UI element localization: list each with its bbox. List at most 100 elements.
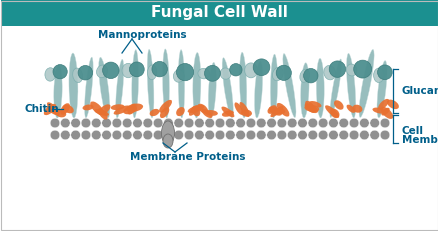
Circle shape bbox=[256, 118, 265, 128]
Ellipse shape bbox=[221, 106, 234, 117]
Ellipse shape bbox=[254, 61, 262, 118]
Ellipse shape bbox=[198, 68, 209, 79]
Circle shape bbox=[153, 130, 162, 140]
Ellipse shape bbox=[304, 103, 317, 113]
Circle shape bbox=[246, 130, 255, 140]
Circle shape bbox=[287, 118, 297, 128]
Circle shape bbox=[204, 65, 220, 81]
Ellipse shape bbox=[208, 62, 216, 118]
Ellipse shape bbox=[56, 110, 66, 117]
Ellipse shape bbox=[270, 106, 283, 117]
Circle shape bbox=[287, 130, 297, 140]
Circle shape bbox=[143, 118, 152, 128]
Ellipse shape bbox=[386, 100, 398, 109]
Ellipse shape bbox=[333, 100, 343, 110]
Ellipse shape bbox=[316, 58, 324, 118]
Ellipse shape bbox=[94, 109, 109, 116]
Ellipse shape bbox=[282, 54, 295, 118]
Circle shape bbox=[303, 68, 317, 83]
Ellipse shape bbox=[187, 105, 204, 113]
Ellipse shape bbox=[122, 63, 134, 78]
Text: Membrane: Membrane bbox=[401, 135, 438, 145]
Text: Mannoproteins: Mannoproteins bbox=[98, 30, 186, 40]
Ellipse shape bbox=[82, 104, 93, 110]
Ellipse shape bbox=[300, 63, 308, 118]
Circle shape bbox=[307, 118, 317, 128]
Ellipse shape bbox=[346, 64, 356, 76]
Circle shape bbox=[225, 118, 235, 128]
Circle shape bbox=[328, 61, 345, 77]
Circle shape bbox=[129, 62, 144, 77]
Ellipse shape bbox=[127, 104, 136, 115]
Circle shape bbox=[102, 62, 119, 79]
Circle shape bbox=[318, 118, 327, 128]
Text: Chitin: Chitin bbox=[25, 104, 60, 114]
Ellipse shape bbox=[147, 49, 154, 118]
Ellipse shape bbox=[53, 65, 62, 118]
Circle shape bbox=[328, 130, 337, 140]
Ellipse shape bbox=[192, 52, 201, 118]
Ellipse shape bbox=[269, 107, 285, 114]
Ellipse shape bbox=[99, 57, 110, 118]
Ellipse shape bbox=[381, 108, 389, 116]
Circle shape bbox=[349, 118, 358, 128]
Ellipse shape bbox=[176, 107, 184, 116]
Ellipse shape bbox=[371, 108, 385, 114]
Ellipse shape bbox=[149, 109, 159, 116]
Ellipse shape bbox=[358, 49, 373, 117]
Ellipse shape bbox=[69, 53, 78, 118]
Ellipse shape bbox=[47, 106, 58, 115]
Ellipse shape bbox=[191, 106, 200, 116]
Ellipse shape bbox=[234, 102, 243, 115]
Circle shape bbox=[184, 118, 194, 128]
Ellipse shape bbox=[162, 134, 173, 148]
Circle shape bbox=[152, 61, 167, 77]
Circle shape bbox=[194, 118, 204, 128]
Ellipse shape bbox=[178, 50, 184, 118]
Circle shape bbox=[102, 118, 111, 128]
Circle shape bbox=[184, 130, 194, 140]
Ellipse shape bbox=[113, 106, 130, 115]
Circle shape bbox=[266, 130, 276, 140]
Ellipse shape bbox=[159, 107, 169, 118]
Circle shape bbox=[349, 130, 358, 140]
Ellipse shape bbox=[63, 105, 74, 113]
Ellipse shape bbox=[267, 105, 276, 114]
Circle shape bbox=[60, 130, 70, 140]
Circle shape bbox=[369, 130, 378, 140]
Circle shape bbox=[112, 130, 121, 140]
Ellipse shape bbox=[239, 102, 249, 117]
Ellipse shape bbox=[240, 109, 251, 117]
Ellipse shape bbox=[299, 69, 309, 82]
Bar bbox=[1, 0, 437, 26]
Circle shape bbox=[215, 130, 224, 140]
Ellipse shape bbox=[98, 108, 107, 120]
Circle shape bbox=[112, 118, 121, 128]
Ellipse shape bbox=[276, 103, 289, 117]
Ellipse shape bbox=[188, 105, 198, 116]
Ellipse shape bbox=[329, 59, 341, 118]
Circle shape bbox=[53, 65, 67, 79]
Circle shape bbox=[60, 118, 70, 128]
Circle shape bbox=[81, 118, 91, 128]
Circle shape bbox=[338, 118, 348, 128]
Ellipse shape bbox=[110, 104, 124, 110]
Ellipse shape bbox=[96, 65, 107, 78]
Circle shape bbox=[163, 118, 173, 128]
Circle shape bbox=[369, 118, 378, 128]
Circle shape bbox=[297, 130, 307, 140]
Ellipse shape bbox=[159, 100, 172, 113]
Ellipse shape bbox=[161, 121, 174, 145]
Circle shape bbox=[81, 130, 91, 140]
Ellipse shape bbox=[60, 103, 70, 115]
Circle shape bbox=[163, 130, 173, 140]
Text: Membrane Proteins: Membrane Proteins bbox=[130, 152, 245, 162]
Ellipse shape bbox=[205, 110, 217, 116]
Circle shape bbox=[91, 118, 101, 128]
Circle shape bbox=[256, 130, 265, 140]
Ellipse shape bbox=[304, 101, 314, 113]
Circle shape bbox=[122, 130, 132, 140]
Ellipse shape bbox=[73, 68, 82, 82]
Circle shape bbox=[266, 118, 276, 128]
Circle shape bbox=[194, 130, 204, 140]
